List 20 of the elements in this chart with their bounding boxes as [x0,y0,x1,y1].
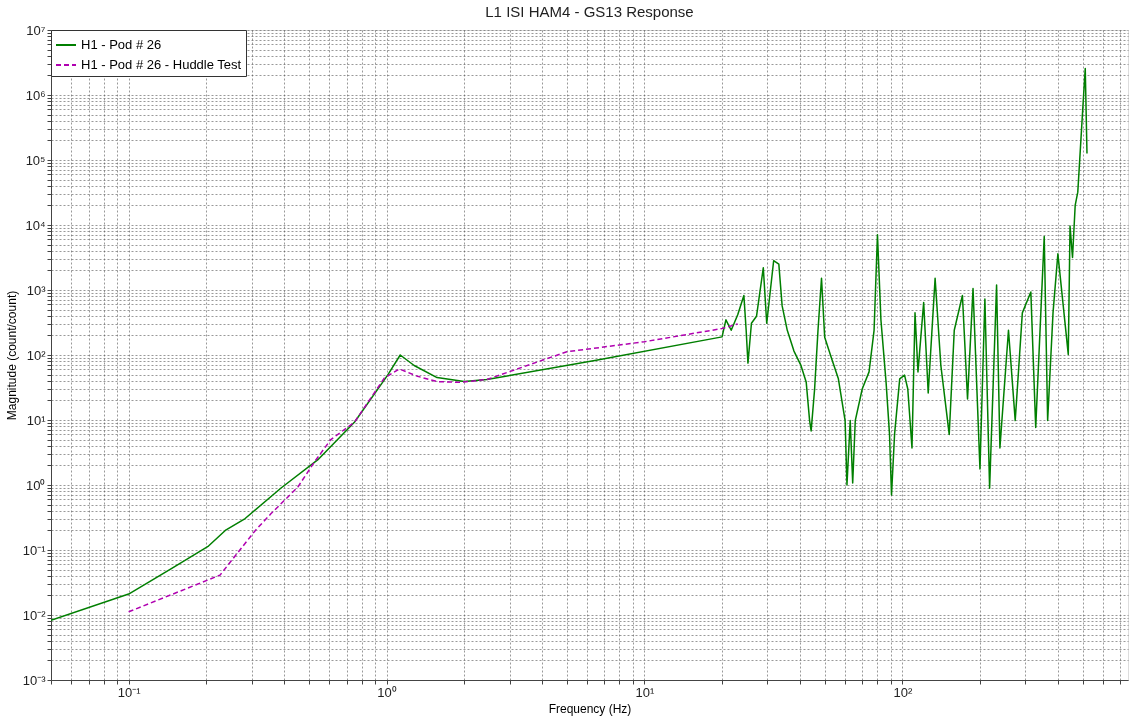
y-tick-label: 10⁻² [22,607,47,623]
legend-label: H1 - Pod # 26 [81,37,162,52]
y-tick-label: 10³ [26,282,47,298]
y-tick-label: 10⁻¹ [22,542,47,558]
x-tick-label: 10⁻¹ [117,684,142,700]
y-tick-label: 10⁷ [26,22,46,38]
y-tick-label: 10⁶ [25,87,46,103]
y-tick-label: 10⁻³ [22,672,47,688]
chart-title: L1 ISI HAM4 - GS13 Response [485,3,694,20]
y-tick-label: 10⁰ [26,477,46,493]
y-tick-label: 10⁵ [25,152,46,168]
x-axis-title: Frequency (Hz) [548,701,632,716]
legend-label: H1 - Pod # 26 - Huddle Test [81,57,242,72]
x-tick-label: 10⁰ [377,684,397,700]
y-tick-label: 10¹ [26,412,47,428]
x-tick-label: 10² [893,684,913,700]
y-tick-label: 10⁴ [25,217,46,233]
x-tick-label: 10¹ [635,684,655,700]
y-axis-title: Magnitude (count/count) [4,290,19,421]
y-tick-label: 10² [26,347,47,363]
